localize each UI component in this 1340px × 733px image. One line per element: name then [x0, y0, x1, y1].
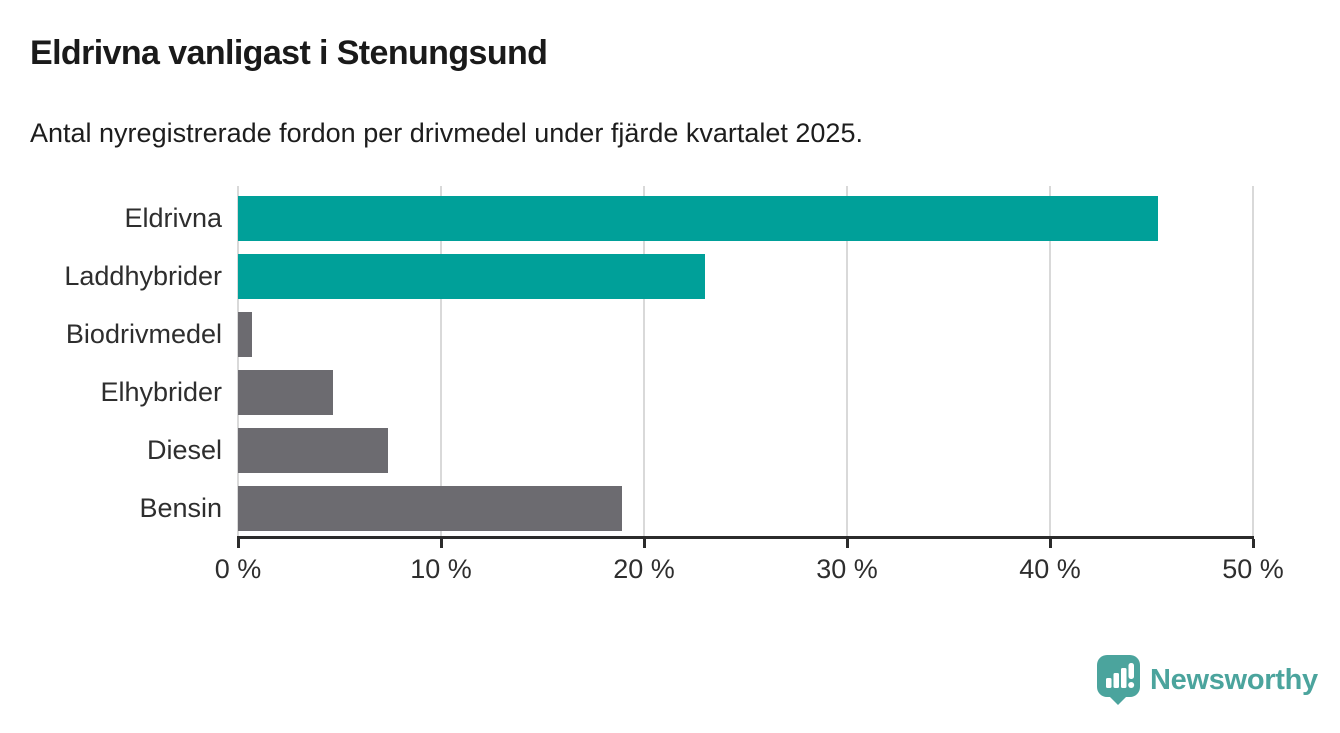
x-tick-10 — [439, 539, 443, 548]
category-label-bensin: Bensin — [139, 493, 222, 523]
newsworthy-logo-icon — [1097, 655, 1140, 705]
bar-bensin — [238, 486, 622, 531]
x-tick-label-40: 40 % — [1019, 554, 1081, 584]
x-tick-0 — [236, 539, 240, 548]
bar-diesel — [238, 428, 389, 473]
chart-subtitle: Antal nyregistrerade fordon per drivmede… — [30, 118, 863, 148]
bar-laddhybrider — [238, 254, 705, 299]
x-tick-label-50: 50 % — [1222, 554, 1284, 584]
gridline-50 — [1252, 186, 1254, 538]
newsworthy-wordmark: Newsworthy — [1150, 663, 1318, 696]
x-tick-50 — [1251, 539, 1255, 548]
bar-eldrivna — [238, 196, 1158, 241]
x-tick-label-20: 20 % — [613, 554, 675, 584]
category-label-diesel: Diesel — [146, 435, 222, 465]
x-axis-line — [237, 536, 1254, 539]
x-tick-label-0: 0 % — [214, 554, 262, 584]
gridline-20 — [643, 186, 645, 538]
gridline-30 — [846, 186, 848, 538]
category-label-eldrivna: Eldrivna — [124, 203, 222, 233]
gridline-10 — [440, 186, 442, 538]
bar-biodrivmedel — [238, 312, 253, 357]
category-label-elhybrider: Elhybrider — [100, 377, 222, 407]
gridline-40 — [1049, 186, 1051, 538]
x-tick-30 — [845, 539, 849, 548]
x-tick-20 — [642, 539, 646, 548]
x-tick-label-30: 30 % — [816, 554, 878, 584]
category-label-laddhybrider: Laddhybrider — [64, 261, 222, 291]
bar-chart: 0 % 10 % 20 % 30 % 40 % 50 % Eldrivna Laddhybr… — [0, 186, 1340, 606]
newsworthy-logo: Newsworthy — [1097, 655, 1318, 705]
bar-elhybrider — [238, 370, 334, 415]
plot-area: 0 % 10 % 20 % 30 % 40 % 50 % — [215, 186, 1284, 584]
x-tick-40 — [1048, 539, 1052, 548]
gridline-0 — [237, 186, 239, 538]
chart-title: Eldrivna vanligast i Stenungsund — [30, 34, 548, 72]
x-tick-label-10: 10 % — [410, 554, 472, 584]
category-label-biodrivmedel: Biodrivmedel — [65, 319, 222, 349]
